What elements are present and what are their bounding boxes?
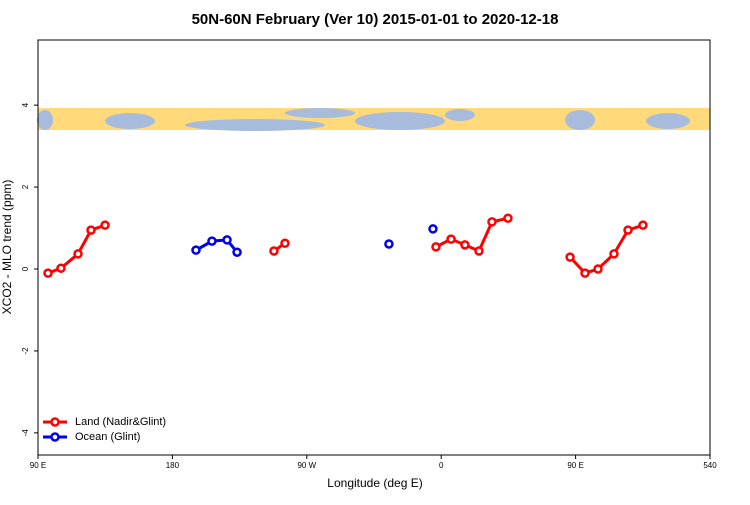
series-point	[609, 249, 619, 259]
map-strip	[37, 108, 710, 131]
series-point	[222, 235, 232, 245]
y-tick-label: 0	[21, 266, 30, 271]
series-point	[460, 240, 470, 250]
series-point	[474, 246, 484, 256]
x-tick-label: 180	[166, 461, 180, 470]
series-point	[269, 246, 279, 256]
y-tick-label: -4	[21, 429, 30, 437]
legend-label: Ocean (Glint)	[75, 431, 140, 443]
series-point	[73, 249, 83, 259]
series-line	[195, 238, 239, 254]
x-tick-label: 90 E	[30, 461, 46, 470]
series-point	[580, 268, 590, 278]
y-tick-label: 4	[21, 102, 30, 107]
plot-frame	[37, 39, 711, 456]
series-point	[428, 224, 438, 234]
series-point	[232, 247, 242, 257]
series-point	[593, 264, 603, 274]
series-line	[435, 216, 509, 253]
x-tick-label: 0	[439, 461, 444, 470]
y-axis-label: XCO2 - MLO trend (ppm)	[0, 180, 14, 315]
x-tick-label: 90 E	[567, 461, 583, 470]
series-point	[56, 263, 66, 273]
legend-marker	[50, 432, 60, 442]
series-point	[207, 236, 217, 246]
x-axis-label: Longitude (deg E)	[327, 476, 422, 490]
series-point	[446, 234, 456, 244]
series-point	[487, 217, 497, 227]
y-tick-label: 2	[21, 184, 30, 189]
series-point	[43, 268, 53, 278]
series-point	[565, 252, 575, 262]
series-point	[431, 242, 441, 252]
series-point	[503, 213, 513, 223]
legend-label: Land (Nadir&Glint)	[75, 416, 166, 428]
series-point	[384, 239, 394, 249]
y-tick-label: -2	[21, 347, 30, 355]
x-tick-label: 540	[703, 461, 717, 470]
series-point	[280, 238, 290, 248]
series-point	[86, 225, 96, 235]
series-line	[47, 223, 106, 275]
series-point	[623, 225, 633, 235]
chart-title: 50N-60N February (Ver 10) 2015-01-01 to …	[192, 11, 559, 28]
x-tick-label: 90 W	[297, 461, 316, 470]
series-point	[191, 245, 201, 255]
legend-marker	[50, 417, 60, 427]
series-point	[638, 220, 648, 230]
series-point	[100, 220, 110, 230]
